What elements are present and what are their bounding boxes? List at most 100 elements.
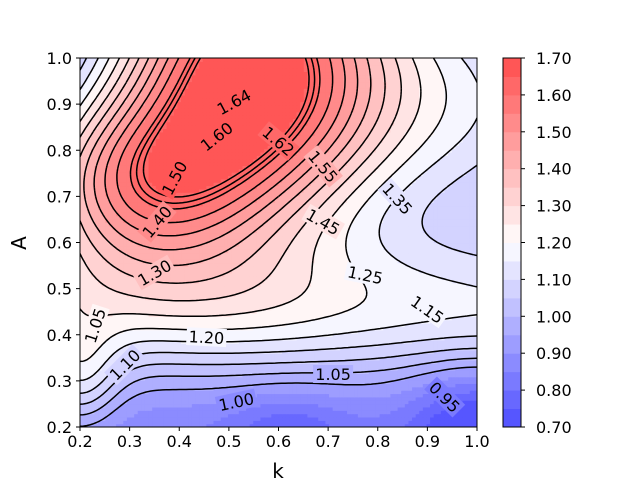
contour-cell <box>325 343 330 348</box>
contour-cell <box>303 286 308 291</box>
contour-cell <box>448 416 453 421</box>
contour-cell <box>152 309 157 314</box>
contour-cell <box>188 369 193 374</box>
contour-cell <box>357 390 363 395</box>
contour-cell <box>329 329 334 334</box>
contour-cell <box>112 316 117 321</box>
contour-cell <box>253 416 258 421</box>
contour-cell <box>390 413 395 418</box>
contour-cell <box>466 363 471 368</box>
contour-cell <box>455 390 460 395</box>
contour-cell <box>224 359 229 364</box>
contour-cell <box>177 279 182 284</box>
contour-cell <box>393 373 399 378</box>
contour-cell <box>307 416 312 421</box>
contour-cell <box>217 356 222 361</box>
contour-cell <box>271 309 276 314</box>
contour-cell <box>209 302 215 307</box>
contour-cell <box>426 329 431 334</box>
contour-cell <box>126 376 132 381</box>
contour-cell <box>444 380 449 384</box>
contour-cell <box>188 410 193 415</box>
contour-cell <box>292 390 298 395</box>
contour-cell <box>361 420 366 425</box>
contour-cell <box>105 333 110 338</box>
contour-cell <box>112 282 117 287</box>
contour-cell <box>260 302 265 307</box>
contour-cell <box>289 306 294 311</box>
contour-cell <box>260 406 265 411</box>
contour-cell <box>466 292 471 297</box>
contour-cell <box>101 356 106 361</box>
contour-cell <box>163 390 168 395</box>
contour-cell <box>188 306 193 311</box>
contour-cell <box>336 390 341 395</box>
contour-cell <box>339 423 345 427</box>
contour-cell <box>87 369 92 374</box>
contour-cell <box>300 343 305 348</box>
contour-cell <box>339 386 345 391</box>
contour-cell <box>375 413 381 418</box>
contour-cell <box>361 316 366 321</box>
contour-cell <box>296 373 301 378</box>
contour-cell <box>383 339 388 344</box>
contour-cell <box>137 329 142 334</box>
contour-cell <box>339 353 345 358</box>
contour-cell <box>101 272 106 277</box>
contour-cell <box>242 306 247 311</box>
contour-cell <box>195 346 200 351</box>
contour-cell <box>220 386 225 391</box>
contour-cell <box>422 349 428 354</box>
contour-cell <box>415 423 420 427</box>
contour-cell <box>148 336 153 341</box>
contour-cell <box>188 312 193 317</box>
contour-cell <box>404 343 410 348</box>
contour-cell <box>462 423 467 427</box>
contour-cell <box>271 396 276 401</box>
contour-cell <box>318 396 323 401</box>
contour-cell <box>267 336 272 341</box>
contour-cell <box>303 369 308 374</box>
contour-cell <box>296 403 301 408</box>
contour-cell <box>404 289 410 294</box>
contour-cell <box>379 396 384 401</box>
contour-cell <box>242 343 247 348</box>
contour-cell <box>321 286 327 291</box>
contour-cell <box>141 366 146 371</box>
contour-cell <box>238 380 244 384</box>
contour-cell <box>390 289 395 294</box>
contour-cell <box>177 316 182 321</box>
contour-cell <box>271 383 276 388</box>
contour-cell <box>242 349 247 354</box>
contour-cell <box>419 413 424 418</box>
contour-cell <box>90 363 96 368</box>
contour-cell <box>444 356 449 361</box>
contour-cell <box>285 376 290 381</box>
contour-cell <box>108 416 114 421</box>
contour-cell <box>303 292 308 297</box>
contour-cell <box>159 279 164 284</box>
contour-cell <box>83 346 88 351</box>
contour-cell <box>177 406 182 411</box>
contour-cell <box>249 279 254 284</box>
contour-cell <box>249 359 254 364</box>
contour-cell <box>361 306 366 311</box>
contour-cell <box>170 423 175 427</box>
contour-cell <box>195 393 200 398</box>
contour-cell <box>292 383 298 388</box>
contour-cell <box>264 413 269 418</box>
contour-cell <box>390 282 395 287</box>
contour-cell <box>404 349 410 354</box>
contour-cell <box>209 413 215 418</box>
contour-cell <box>448 386 453 391</box>
contour-cell <box>249 420 254 425</box>
contour-cell <box>386 363 391 368</box>
contour-cell <box>466 302 471 307</box>
contour-cell <box>249 369 254 374</box>
contour-cell <box>264 343 269 348</box>
contour-cell <box>321 296 327 301</box>
contour-cell <box>415 353 420 358</box>
contour-cell <box>213 276 218 280</box>
contour-cell <box>80 383 85 388</box>
contour-cell <box>455 346 460 351</box>
